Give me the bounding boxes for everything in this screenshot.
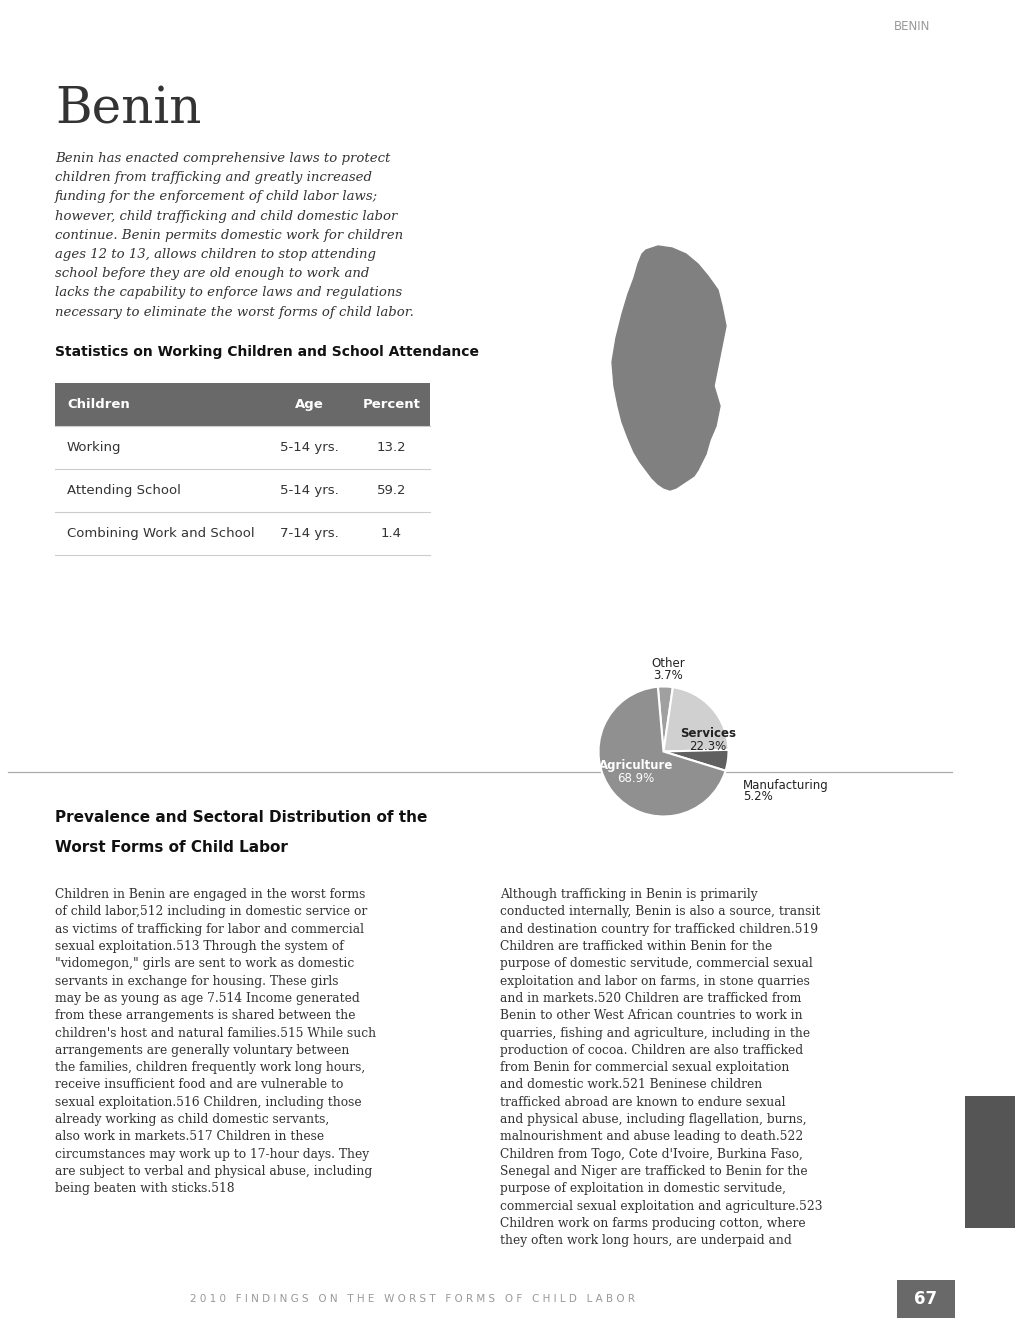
Text: 68.9%: 68.9% xyxy=(616,772,654,785)
Text: and in markets.520 Children are trafficked from: and in markets.520 Children are traffick… xyxy=(499,993,801,1005)
Text: being beaten with sticks.518: being beaten with sticks.518 xyxy=(55,1183,234,1196)
Text: trafficked abroad are known to endure sexual: trafficked abroad are known to endure se… xyxy=(499,1096,785,1109)
Text: conducted internally, Benin is also a source, transit: conducted internally, Benin is also a so… xyxy=(499,906,819,919)
Text: Benin has enacted comprehensive laws to protect: Benin has enacted comprehensive laws to … xyxy=(55,152,390,165)
Text: Agriculture: Agriculture xyxy=(598,759,673,772)
Text: "vidomegon," girls are sent to work as domestic: "vidomegon," girls are sent to work as d… xyxy=(55,957,354,970)
Text: children's host and natural families.515 While such: children's host and natural families.515… xyxy=(55,1027,376,1040)
Text: continue. Benin permits domestic work for children: continue. Benin permits domestic work fo… xyxy=(55,228,403,242)
Text: Working: Working xyxy=(67,441,121,454)
Text: Children work on farms producing cotton, where: Children work on farms producing cotton,… xyxy=(499,1217,805,1230)
Text: Benin to other West African countries to work in: Benin to other West African countries to… xyxy=(499,1010,802,1022)
Text: necessary to eliminate the worst forms of child labor.: necessary to eliminate the worst forms o… xyxy=(55,306,414,318)
Text: already working as child domestic servants,: already working as child domestic servan… xyxy=(55,1113,329,1126)
Text: and destination country for trafficked children.519: and destination country for trafficked c… xyxy=(499,923,817,936)
Text: BENIN: BENIN xyxy=(893,20,929,33)
Text: and physical abuse, including flagellation, burns,: and physical abuse, including flagellati… xyxy=(499,1113,806,1126)
Text: Children from Togo, Cote d'Ivoire, Burkina Faso,: Children from Togo, Cote d'Ivoire, Burki… xyxy=(499,1147,802,1160)
Text: children from trafficking and greatly increased: children from trafficking and greatly in… xyxy=(55,172,372,185)
Text: they often work long hours, are underpaid and: they often work long hours, are underpai… xyxy=(499,1234,791,1247)
Text: as victims of trafficking for labor and commercial: as victims of trafficking for labor and … xyxy=(55,923,364,936)
Text: 3.7%: 3.7% xyxy=(652,669,683,682)
Wedge shape xyxy=(598,686,725,817)
Text: Age: Age xyxy=(294,397,323,411)
Wedge shape xyxy=(662,750,728,771)
Bar xyxy=(964,1096,1014,1228)
Text: Percent: Percent xyxy=(362,397,420,411)
Text: Prevalence and Sectoral Distribution of the: Prevalence and Sectoral Distribution of … xyxy=(55,810,427,825)
Text: lacks the capability to enforce laws and regulations: lacks the capability to enforce laws and… xyxy=(55,286,401,300)
Text: of child labor,512 including in domestic service or: of child labor,512 including in domestic… xyxy=(55,906,367,919)
Text: sexual exploitation.513 Through the system of: sexual exploitation.513 Through the syst… xyxy=(55,940,343,953)
Text: quarries, fishing and agriculture, including in the: quarries, fishing and agriculture, inclu… xyxy=(499,1027,809,1040)
Wedge shape xyxy=(657,686,673,751)
Text: 7-14 yrs.: 7-14 yrs. xyxy=(279,527,338,540)
Text: Other: Other xyxy=(650,657,684,671)
Text: receive insufficient food and are vulnerable to: receive insufficient food and are vulner… xyxy=(55,1078,343,1092)
Bar xyxy=(896,1280,954,1317)
Text: the families, children frequently work long hours,: the families, children frequently work l… xyxy=(55,1061,365,1074)
Wedge shape xyxy=(662,688,728,751)
Text: school before they are old enough to work and: school before they are old enough to wor… xyxy=(55,267,369,280)
Text: 5-14 yrs.: 5-14 yrs. xyxy=(279,484,338,496)
Text: 22.3%: 22.3% xyxy=(689,741,726,754)
Polygon shape xyxy=(611,246,726,490)
Text: 5.2%: 5.2% xyxy=(742,791,771,804)
Text: Attending School: Attending School xyxy=(67,484,180,496)
Text: from Benin for commercial sexual exploitation: from Benin for commercial sexual exploit… xyxy=(499,1061,789,1074)
Text: Children in Benin are engaged in the worst forms: Children in Benin are engaged in the wor… xyxy=(55,888,365,902)
Text: 67: 67 xyxy=(914,1290,936,1308)
Text: Worst Forms of Child Labor: Worst Forms of Child Labor xyxy=(55,841,287,855)
Text: 1.4: 1.4 xyxy=(381,527,401,540)
Text: servants in exchange for housing. These girls: servants in exchange for housing. These … xyxy=(55,974,338,987)
Text: 5-14 yrs.: 5-14 yrs. xyxy=(279,441,338,454)
Text: 13.2: 13.2 xyxy=(376,441,406,454)
Text: however, child trafficking and child domestic labor: however, child trafficking and child dom… xyxy=(55,210,397,223)
Text: Children are trafficked within Benin for the: Children are trafficked within Benin for… xyxy=(499,940,771,953)
Text: purpose of domestic servitude, commercial sexual: purpose of domestic servitude, commercia… xyxy=(499,957,812,970)
Text: BENIN: BENIN xyxy=(975,474,1003,582)
Text: from these arrangements is shared between the: from these arrangements is shared betwee… xyxy=(55,1010,356,1022)
Text: may be as young as age 7.514 Income generated: may be as young as age 7.514 Income gene… xyxy=(55,993,360,1005)
Text: also work in markets.517 Children in these: also work in markets.517 Children in the… xyxy=(55,1130,324,1143)
Text: 59.2: 59.2 xyxy=(376,484,406,496)
Text: production of cocoa. Children are also trafficked: production of cocoa. Children are also t… xyxy=(499,1044,802,1057)
Text: 2 0 1 0   F I N D I N G S   O N   T H E   W O R S T   F O R M S   O F   C H I L : 2 0 1 0 F I N D I N G S O N T H E W O R … xyxy=(191,1294,635,1304)
Text: Services: Services xyxy=(679,727,735,739)
Text: Senegal and Niger are trafficked to Benin for the: Senegal and Niger are trafficked to Beni… xyxy=(499,1166,807,1177)
Text: arrangements are generally voluntary between: arrangements are generally voluntary bet… xyxy=(55,1044,350,1057)
Text: Combining Work and School: Combining Work and School xyxy=(67,527,255,540)
Text: malnourishment and abuse leading to death.522: malnourishment and abuse leading to deat… xyxy=(499,1130,803,1143)
Text: sexual exploitation.516 Children, including those: sexual exploitation.516 Children, includ… xyxy=(55,1096,362,1109)
Text: Statistics on Working Children and School Attendance: Statistics on Working Children and Schoo… xyxy=(55,345,479,359)
Text: and domestic work.521 Beninese children: and domestic work.521 Beninese children xyxy=(499,1078,761,1092)
Text: Although trafficking in Benin is primarily: Although trafficking in Benin is primari… xyxy=(499,888,757,902)
Text: circumstances may work up to 17-hour days. They: circumstances may work up to 17-hour day… xyxy=(55,1147,369,1160)
Text: Children: Children xyxy=(67,397,129,411)
Text: Benin: Benin xyxy=(55,84,201,135)
Text: exploitation and labor on farms, in stone quarries: exploitation and labor on farms, in ston… xyxy=(499,974,809,987)
Text: purpose of exploitation in domestic servitude,: purpose of exploitation in domestic serv… xyxy=(499,1183,786,1196)
Text: ages 12 to 13, allows children to stop attending: ages 12 to 13, allows children to stop a… xyxy=(55,248,376,261)
Text: are subject to verbal and physical abuse, including: are subject to verbal and physical abuse… xyxy=(55,1166,372,1177)
Text: funding for the enforcement of child labor laws;: funding for the enforcement of child lab… xyxy=(55,190,378,203)
Bar xyxy=(55,383,430,426)
Text: commercial sexual exploitation and agriculture.523: commercial sexual exploitation and agric… xyxy=(499,1200,821,1213)
Text: Manufacturing: Manufacturing xyxy=(742,779,827,792)
